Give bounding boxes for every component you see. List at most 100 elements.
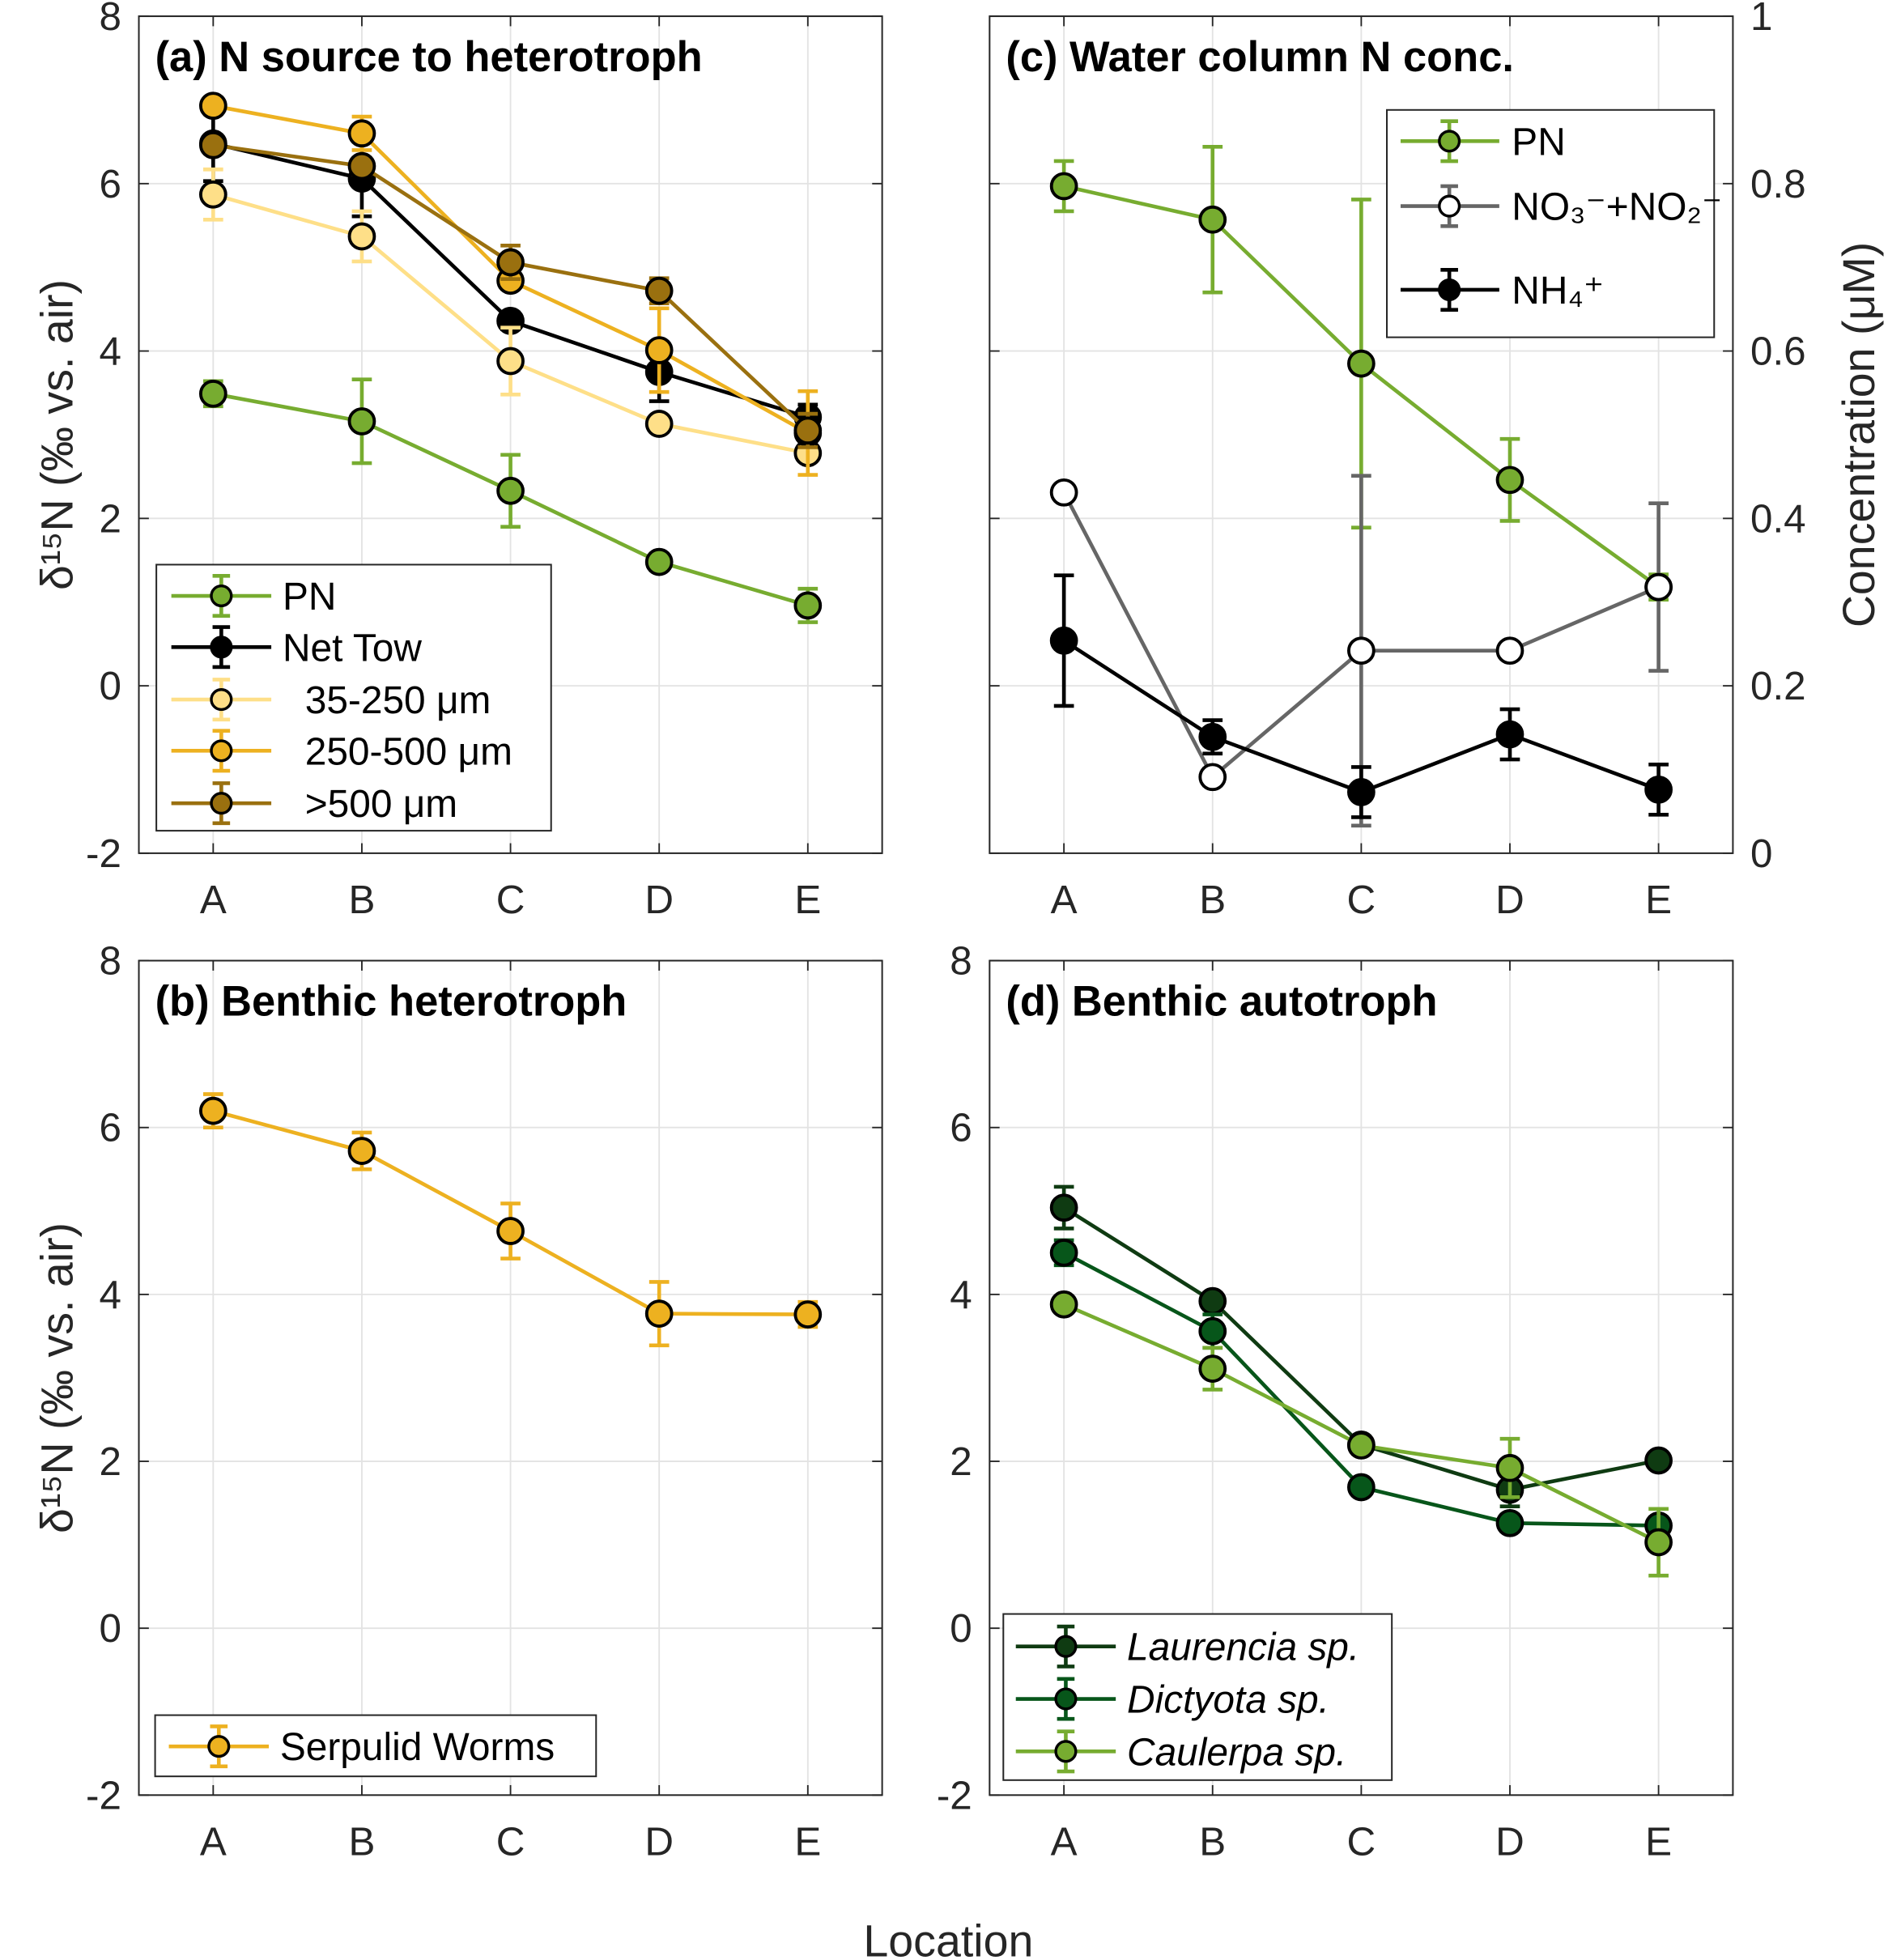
data-point	[1495, 466, 1524, 495]
y-tick-label: 0	[1750, 831, 1772, 876]
legend: PN NO₃⁻+NO₂⁻ NH₄⁺	[1385, 108, 1722, 338]
y-tick-label: 0.4	[1750, 496, 1806, 541]
x-tick-label: C	[1347, 878, 1376, 922]
y-tick-label: -2	[86, 831, 121, 876]
data-point	[1495, 636, 1524, 665]
y-tick-label: 4	[950, 1273, 972, 1317]
legend-marker	[1054, 1635, 1078, 1658]
data-point	[1198, 1286, 1227, 1316]
y-axis-label-bottom: δ¹⁵N (‰ vs. air)	[32, 1222, 83, 1533]
x-axis-label: Location	[863, 1915, 1033, 1960]
y-tick-label: 0	[99, 664, 121, 708]
x-tick-label: D	[1495, 1819, 1524, 1864]
data-point	[198, 130, 227, 159]
data-point	[644, 336, 674, 364]
data-point	[1495, 1453, 1524, 1482]
data-point	[793, 1300, 823, 1329]
legend-marker	[210, 688, 233, 712]
y-tick-label: 8	[950, 939, 972, 984]
axes-box	[138, 959, 883, 1796]
data-point	[198, 91, 227, 121]
legend-label: Dictyota sp.	[1127, 1678, 1329, 1721]
x-tick-label: E	[794, 878, 821, 922]
x-tick-label: A	[1051, 1819, 1078, 1864]
legend-label: 250-500 μm	[305, 730, 512, 773]
axes-box	[989, 959, 1734, 1796]
data-point	[496, 248, 525, 277]
data-point	[1644, 572, 1673, 602]
y-tick-label: 0.6	[1750, 330, 1806, 374]
legend-marker	[1054, 1687, 1078, 1711]
x-tick-label: E	[794, 1819, 821, 1864]
legend-marker	[1438, 194, 1461, 218]
series-pn	[198, 377, 823, 624]
y-axis-label-right: Concentration (μM)	[1834, 242, 1884, 627]
legend: PN Net Tow 35-250 μm 250-500 μm >500 μm	[155, 563, 552, 832]
x-tick-label: B	[348, 878, 375, 922]
x-tick-label: A	[200, 1819, 227, 1864]
panel-title: (b) Benthic heterotroph	[155, 978, 627, 1025]
data-point	[496, 347, 525, 376]
data-point	[1347, 778, 1376, 806]
data-point	[1347, 349, 1376, 378]
y-tick-label: 8	[99, 0, 121, 39]
legend-label: 35-250 μm	[305, 679, 491, 722]
data-point	[1198, 1354, 1227, 1383]
legend-label: >500 μm	[305, 783, 457, 826]
x-tick-label: A	[200, 878, 227, 922]
panel-b: -2 0 2 4 6 8 A B C D E (b) Benthic heterotroph Serpu…	[86, 939, 883, 1864]
panel-c: 0 0.2 0.4 0.6 0.8 1 A B C D E (c) Water column N co…	[989, 0, 1806, 922]
data-point	[1347, 1473, 1376, 1502]
data-point	[1049, 1238, 1078, 1267]
data-point	[496, 1217, 525, 1245]
data-point	[1347, 1431, 1376, 1460]
x-tick-label: B	[1199, 878, 1226, 922]
data-point	[1198, 722, 1227, 751]
y-tick-label: 0	[950, 1606, 972, 1651]
x-tick-label: C	[496, 878, 525, 922]
data-point	[1644, 1528, 1673, 1557]
series-serpulid-worms	[198, 1092, 823, 1348]
y-tick-label: 4	[99, 1273, 121, 1317]
data-point	[347, 151, 376, 181]
y-tick-label: -2	[937, 1773, 972, 1818]
legend-label: Laurencia sp.	[1127, 1626, 1359, 1669]
legend-marker	[207, 1735, 231, 1758]
y-tick-label: 8	[99, 939, 121, 984]
panel-a: -2 0 2 4 6 8 A B C D E (a) N source to heterotroph P…	[86, 0, 883, 922]
x-tick-label: C	[1347, 1819, 1376, 1864]
axes-box	[989, 15, 1734, 854]
x-tick-label: A	[1051, 878, 1078, 922]
axes-box	[138, 15, 883, 854]
legend-marker	[1438, 130, 1461, 153]
y-tick-label: 0.2	[1750, 664, 1806, 708]
data-point	[1495, 1508, 1524, 1537]
data-point	[644, 410, 674, 438]
y-tick-label: 0.8	[1750, 162, 1806, 206]
legend-marker	[1438, 278, 1461, 302]
legend-label: Caulerpa sp.	[1127, 1731, 1346, 1774]
y-tick-label: 1	[1750, 0, 1772, 39]
y-tick-label: 2	[99, 496, 121, 541]
x-tick-label: D	[644, 1819, 674, 1864]
data-point	[1049, 1290, 1078, 1319]
data-point	[1049, 1193, 1078, 1222]
legend-label: NH₄⁺	[1512, 270, 1604, 312]
series-no-no-	[1049, 474, 1673, 828]
data-point	[644, 276, 674, 305]
series-nh-	[1049, 573, 1673, 819]
y-axis-label-top: δ¹⁵N (‰ vs. air)	[32, 279, 83, 590]
panel-d: -2 0 2 4 6 8 A B C D E (d) Benthic autotroph Laurenc…	[937, 939, 1734, 1864]
data-point	[198, 379, 227, 408]
series-caulerpa-sp-	[1049, 1290, 1673, 1578]
data-point	[1198, 763, 1227, 792]
y-tick-label: 0	[99, 1606, 121, 1651]
series--500-m	[198, 130, 823, 449]
data-point	[1049, 478, 1078, 507]
panel-title: (d) Benthic autotroph	[1006, 978, 1437, 1025]
data-point	[1644, 775, 1673, 804]
series-35-250-m	[198, 167, 823, 468]
data-point	[1049, 172, 1078, 201]
data-point	[1495, 720, 1524, 749]
data-point	[1049, 626, 1078, 655]
